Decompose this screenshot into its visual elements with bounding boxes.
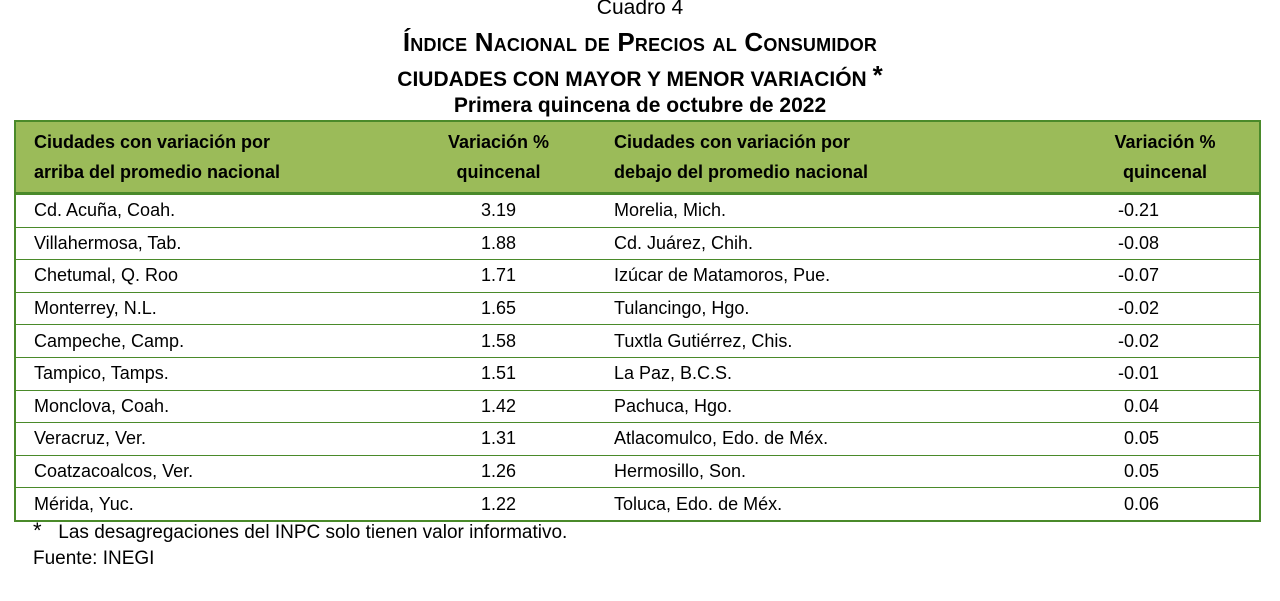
cell-above-city: Campeche, Camp. [16,325,401,358]
cell-above-variation: 1.22 [401,488,596,520]
cell-below-variation: 0.04 [1071,390,1259,423]
table-row: Chetumal, Q. Roo 1.71 Izúcar de Matamoros,… [16,260,1259,293]
cell-above-variation: 1.42 [401,390,596,423]
cell-below-variation: 0.05 [1071,423,1259,456]
table-title: Índice Nacional de Precios al Consumidor [0,26,1280,58]
source-note: Fuente: INEGI [33,546,567,572]
cell-above-city: Monclova, Coah. [16,390,401,423]
cell-below-city: Hermosillo, Son. [596,455,1071,488]
table-row: Tampico, Tamps. 1.51 La Paz, B.C.S. -0.01 [16,357,1259,390]
cell-above-city: Monterrey, N.L. [16,292,401,325]
table-row: Campeche, Camp. 1.58 Tuxtla Gutiérrez, Chi… [16,325,1259,358]
cell-above-city: Chetumal, Q. Roo [16,260,401,293]
table-header: Ciudades con variación por arriba del pr… [16,122,1259,194]
cell-below-city: Pachuca, Hgo. [596,390,1071,423]
table-row: Monterrey, N.L. 1.65 Tulancingo, Hgo. -0.02 [16,292,1259,325]
table-number: Cuadro 4 [0,0,1280,22]
cell-above-city: Tampico, Tamps. [16,357,401,390]
cell-above-city: Mérida, Yuc. [16,488,401,520]
cell-below-city: La Paz, B.C.S. [596,357,1071,390]
cell-below-variation: 0.06 [1071,488,1259,520]
footnote-mark: * [33,518,53,544]
cell-above-city: Cd. Acuña, Coah. [16,194,401,228]
cell-above-city: Villahermosa, Tab. [16,227,401,260]
cell-above-variation: 1.88 [401,227,596,260]
table-body: Cd. Acuña, Coah. 3.19 Morelia, Mich. -0.21 V… [16,194,1259,520]
data-table-container: Ciudades con variación por arriba del pr… [14,120,1261,522]
cell-below-city: Cd. Juárez, Chih. [596,227,1071,260]
table-row: Veracruz, Ver. 1.31 Atlacomulco, Edo. de M… [16,423,1259,456]
cell-below-city: Izúcar de Matamoros, Pue. [596,260,1071,293]
cell-above-variation: 1.51 [401,357,596,390]
table-row: Coatzacoalcos, Ver. 1.26 Hermosillo, Son. 0… [16,455,1259,488]
subtitle-text: CIUDADES CON MAYOR Y MENOR VARIACIÓN [397,68,866,91]
cell-below-variation: -0.02 [1071,292,1259,325]
cell-below-city: Toluca, Edo. de Méx. [596,488,1071,520]
cell-below-city: Tuxtla Gutiérrez, Chis. [596,325,1071,358]
footnote: * Las desagregaciones del INPC solo tien… [33,518,567,546]
table-row: Cd. Acuña, Coah. 3.19 Morelia, Mich. -0.21 [16,194,1259,228]
cell-below-variation: -0.01 [1071,357,1259,390]
column-header-below-variation: Variación % quincenal [1071,122,1259,194]
cell-below-variation: -0.02 [1071,325,1259,358]
cell-below-variation: -0.21 [1071,194,1259,228]
table-subtitle: CIUDADES CON MAYOR Y MENOR VARIACIÓN * [0,60,1280,95]
cell-below-city: Tulancingo, Hgo. [596,292,1071,325]
period-label: Primera quincena de octubre de 2022 [0,92,1280,120]
cell-above-variation: 1.65 [401,292,596,325]
cell-below-city: Morelia, Mich. [596,194,1071,228]
cell-below-variation: -0.07 [1071,260,1259,293]
cell-above-variation: 3.19 [401,194,596,228]
cell-above-variation: 1.26 [401,455,596,488]
footnotes: * Las desagregaciones del INPC solo tien… [33,518,567,572]
cell-below-variation: 0.05 [1071,455,1259,488]
cell-above-city: Veracruz, Ver. [16,423,401,456]
table-row: Monclova, Coah. 1.42 Pachuca, Hgo. 0.04 [16,390,1259,423]
column-header-above-variation: Variación % quincenal [401,122,596,194]
data-table: Ciudades con variación por arriba del pr… [16,122,1259,520]
footnote-text: Las desagregaciones del INPC solo tienen… [58,522,567,543]
cell-above-variation: 1.71 [401,260,596,293]
cell-below-city: Atlacomulco, Edo. de Méx. [596,423,1071,456]
table-row: Villahermosa, Tab. 1.88 Cd. Juárez, Chih. -… [16,227,1259,260]
cell-above-variation: 1.31 [401,423,596,456]
column-header-below-city: Ciudades con variación por debajo del pr… [596,122,1071,194]
column-header-above-city: Ciudades con variación por arriba del pr… [16,122,401,194]
cell-above-variation: 1.58 [401,325,596,358]
subtitle-footnote-mark: * [873,60,883,90]
cell-below-variation: -0.08 [1071,227,1259,260]
cell-above-city: Coatzacoalcos, Ver. [16,455,401,488]
table-row: Mérida, Yuc. 1.22 Toluca, Edo. de Méx. 0.06 [16,488,1259,520]
